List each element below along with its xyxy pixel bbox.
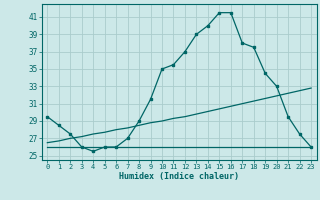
X-axis label: Humidex (Indice chaleur): Humidex (Indice chaleur): [119, 172, 239, 181]
